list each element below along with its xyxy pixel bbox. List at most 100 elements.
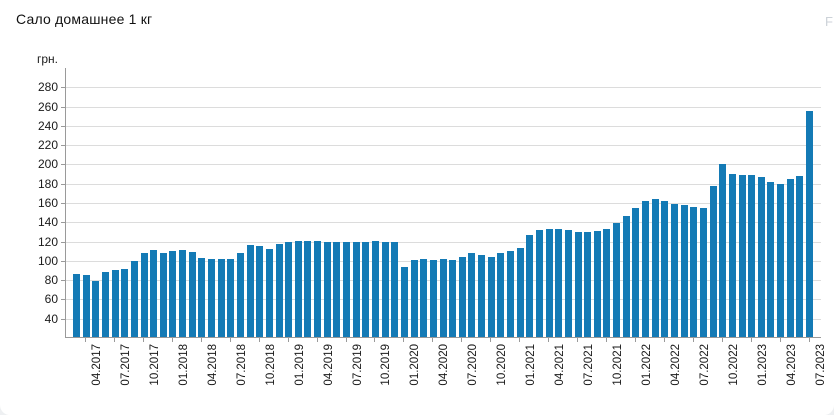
price-bar[interactable] — [246, 245, 254, 337]
price-bar[interactable] — [487, 256, 495, 337]
price-bar[interactable] — [651, 199, 659, 337]
x-axis-tick — [634, 338, 636, 342]
price-bar[interactable] — [410, 259, 418, 337]
price-bar[interactable] — [343, 241, 351, 337]
price-bar[interactable] — [603, 229, 611, 337]
price-bar[interactable] — [613, 223, 621, 337]
price-bar[interactable] — [73, 274, 80, 337]
price-bar[interactable] — [304, 240, 312, 337]
price-bar[interactable] — [333, 241, 341, 337]
price-bar[interactable] — [294, 240, 302, 337]
price-bar[interactable] — [777, 183, 785, 337]
price-bar[interactable] — [82, 275, 90, 337]
price-bar[interactable] — [121, 268, 129, 337]
price-bar[interactable] — [179, 250, 187, 337]
price-bar[interactable] — [622, 215, 630, 337]
x-axis-tick — [200, 338, 202, 342]
price-bar[interactable] — [391, 241, 399, 337]
y-axis-tick — [61, 125, 65, 127]
x-axis-tick — [258, 338, 260, 342]
y-gridline — [66, 222, 821, 224]
price-bar[interactable] — [670, 203, 678, 337]
price-bar[interactable] — [786, 178, 794, 337]
y-axis-tick — [61, 106, 65, 108]
price-bar[interactable] — [593, 230, 601, 337]
price-bar[interactable] — [545, 229, 553, 337]
price-bar[interactable] — [150, 250, 158, 337]
x-axis-tick — [548, 338, 550, 342]
x-tick-label: 01.2021 — [525, 344, 538, 386]
price-bar[interactable] — [574, 231, 582, 337]
price-bar[interactable] — [381, 241, 389, 337]
x-axis-tick — [750, 338, 752, 342]
price-bar[interactable] — [159, 253, 167, 337]
price-bar[interactable] — [420, 258, 428, 337]
price-bar[interactable] — [169, 251, 177, 337]
price-bar[interactable] — [738, 175, 746, 337]
price-bar[interactable] — [748, 175, 756, 337]
price-bar[interactable] — [92, 281, 100, 337]
x-tick-label: 07.2023 — [814, 344, 827, 386]
price-bar[interactable] — [140, 253, 148, 337]
y-tick-label: 260 — [37, 99, 58, 114]
price-bar[interactable] — [497, 253, 505, 337]
price-bar[interactable] — [478, 255, 486, 337]
price-bar[interactable] — [236, 253, 244, 337]
price-bar[interactable] — [400, 266, 408, 337]
price-bar[interactable] — [699, 207, 707, 337]
price-bar[interactable] — [188, 252, 196, 337]
price-bar[interactable] — [352, 241, 360, 337]
price-bar[interactable] — [555, 229, 563, 337]
price-bar[interactable] — [323, 241, 331, 337]
price-bar[interactable] — [680, 204, 688, 337]
y-axis-tick — [61, 202, 65, 204]
price-bar[interactable] — [767, 181, 775, 337]
price-bar[interactable] — [439, 258, 447, 337]
price-bar[interactable] — [507, 251, 515, 337]
price-bar[interactable] — [458, 256, 466, 337]
y-tick-label: 220 — [37, 138, 58, 153]
price-bar[interactable] — [535, 229, 543, 337]
x-axis-tick — [143, 338, 144, 342]
price-bar[interactable] — [468, 253, 476, 337]
price-bar[interactable] — [719, 164, 727, 337]
price-bar[interactable] — [642, 201, 650, 337]
price-bar[interactable] — [728, 174, 736, 337]
price-bar[interactable] — [208, 258, 216, 337]
price-bar[interactable] — [516, 248, 524, 337]
price-bar[interactable] — [101, 272, 109, 337]
price-bar[interactable] — [227, 258, 235, 337]
price-bar[interactable] — [526, 234, 534, 337]
price-bar[interactable] — [265, 249, 273, 337]
y-gridline — [66, 202, 821, 204]
price-bar[interactable] — [449, 259, 457, 337]
x-axis-tick — [345, 338, 347, 342]
price-bar[interactable] — [796, 176, 804, 337]
price-bar[interactable] — [256, 246, 264, 337]
price-bar[interactable] — [806, 111, 814, 337]
price-bar[interactable] — [564, 229, 572, 337]
price-bar[interactable] — [429, 259, 437, 337]
price-bar[interactable] — [709, 185, 717, 337]
y-tick-label: 180 — [37, 176, 58, 191]
x-axis-tick — [779, 338, 781, 342]
price-bar[interactable] — [584, 231, 592, 337]
y-tick-label: 280 — [37, 80, 58, 95]
x-axis-tick — [519, 338, 521, 342]
price-bar[interactable] — [198, 257, 206, 337]
price-bar[interactable] — [130, 260, 138, 337]
price-bar[interactable] — [111, 270, 119, 337]
price-bar[interactable] — [362, 241, 370, 337]
y-axis-tick — [61, 164, 65, 166]
price-bar[interactable] — [217, 258, 225, 337]
price-bar[interactable] — [690, 206, 698, 337]
price-bar[interactable] — [632, 207, 640, 337]
x-axis-tick — [663, 338, 665, 342]
price-bar[interactable] — [275, 244, 283, 337]
price-bar[interactable] — [285, 241, 293, 337]
price-bar[interactable] — [661, 201, 669, 337]
price-bar[interactable] — [757, 176, 765, 337]
price-bar[interactable] — [314, 240, 322, 337]
price-bar[interactable] — [371, 240, 379, 337]
